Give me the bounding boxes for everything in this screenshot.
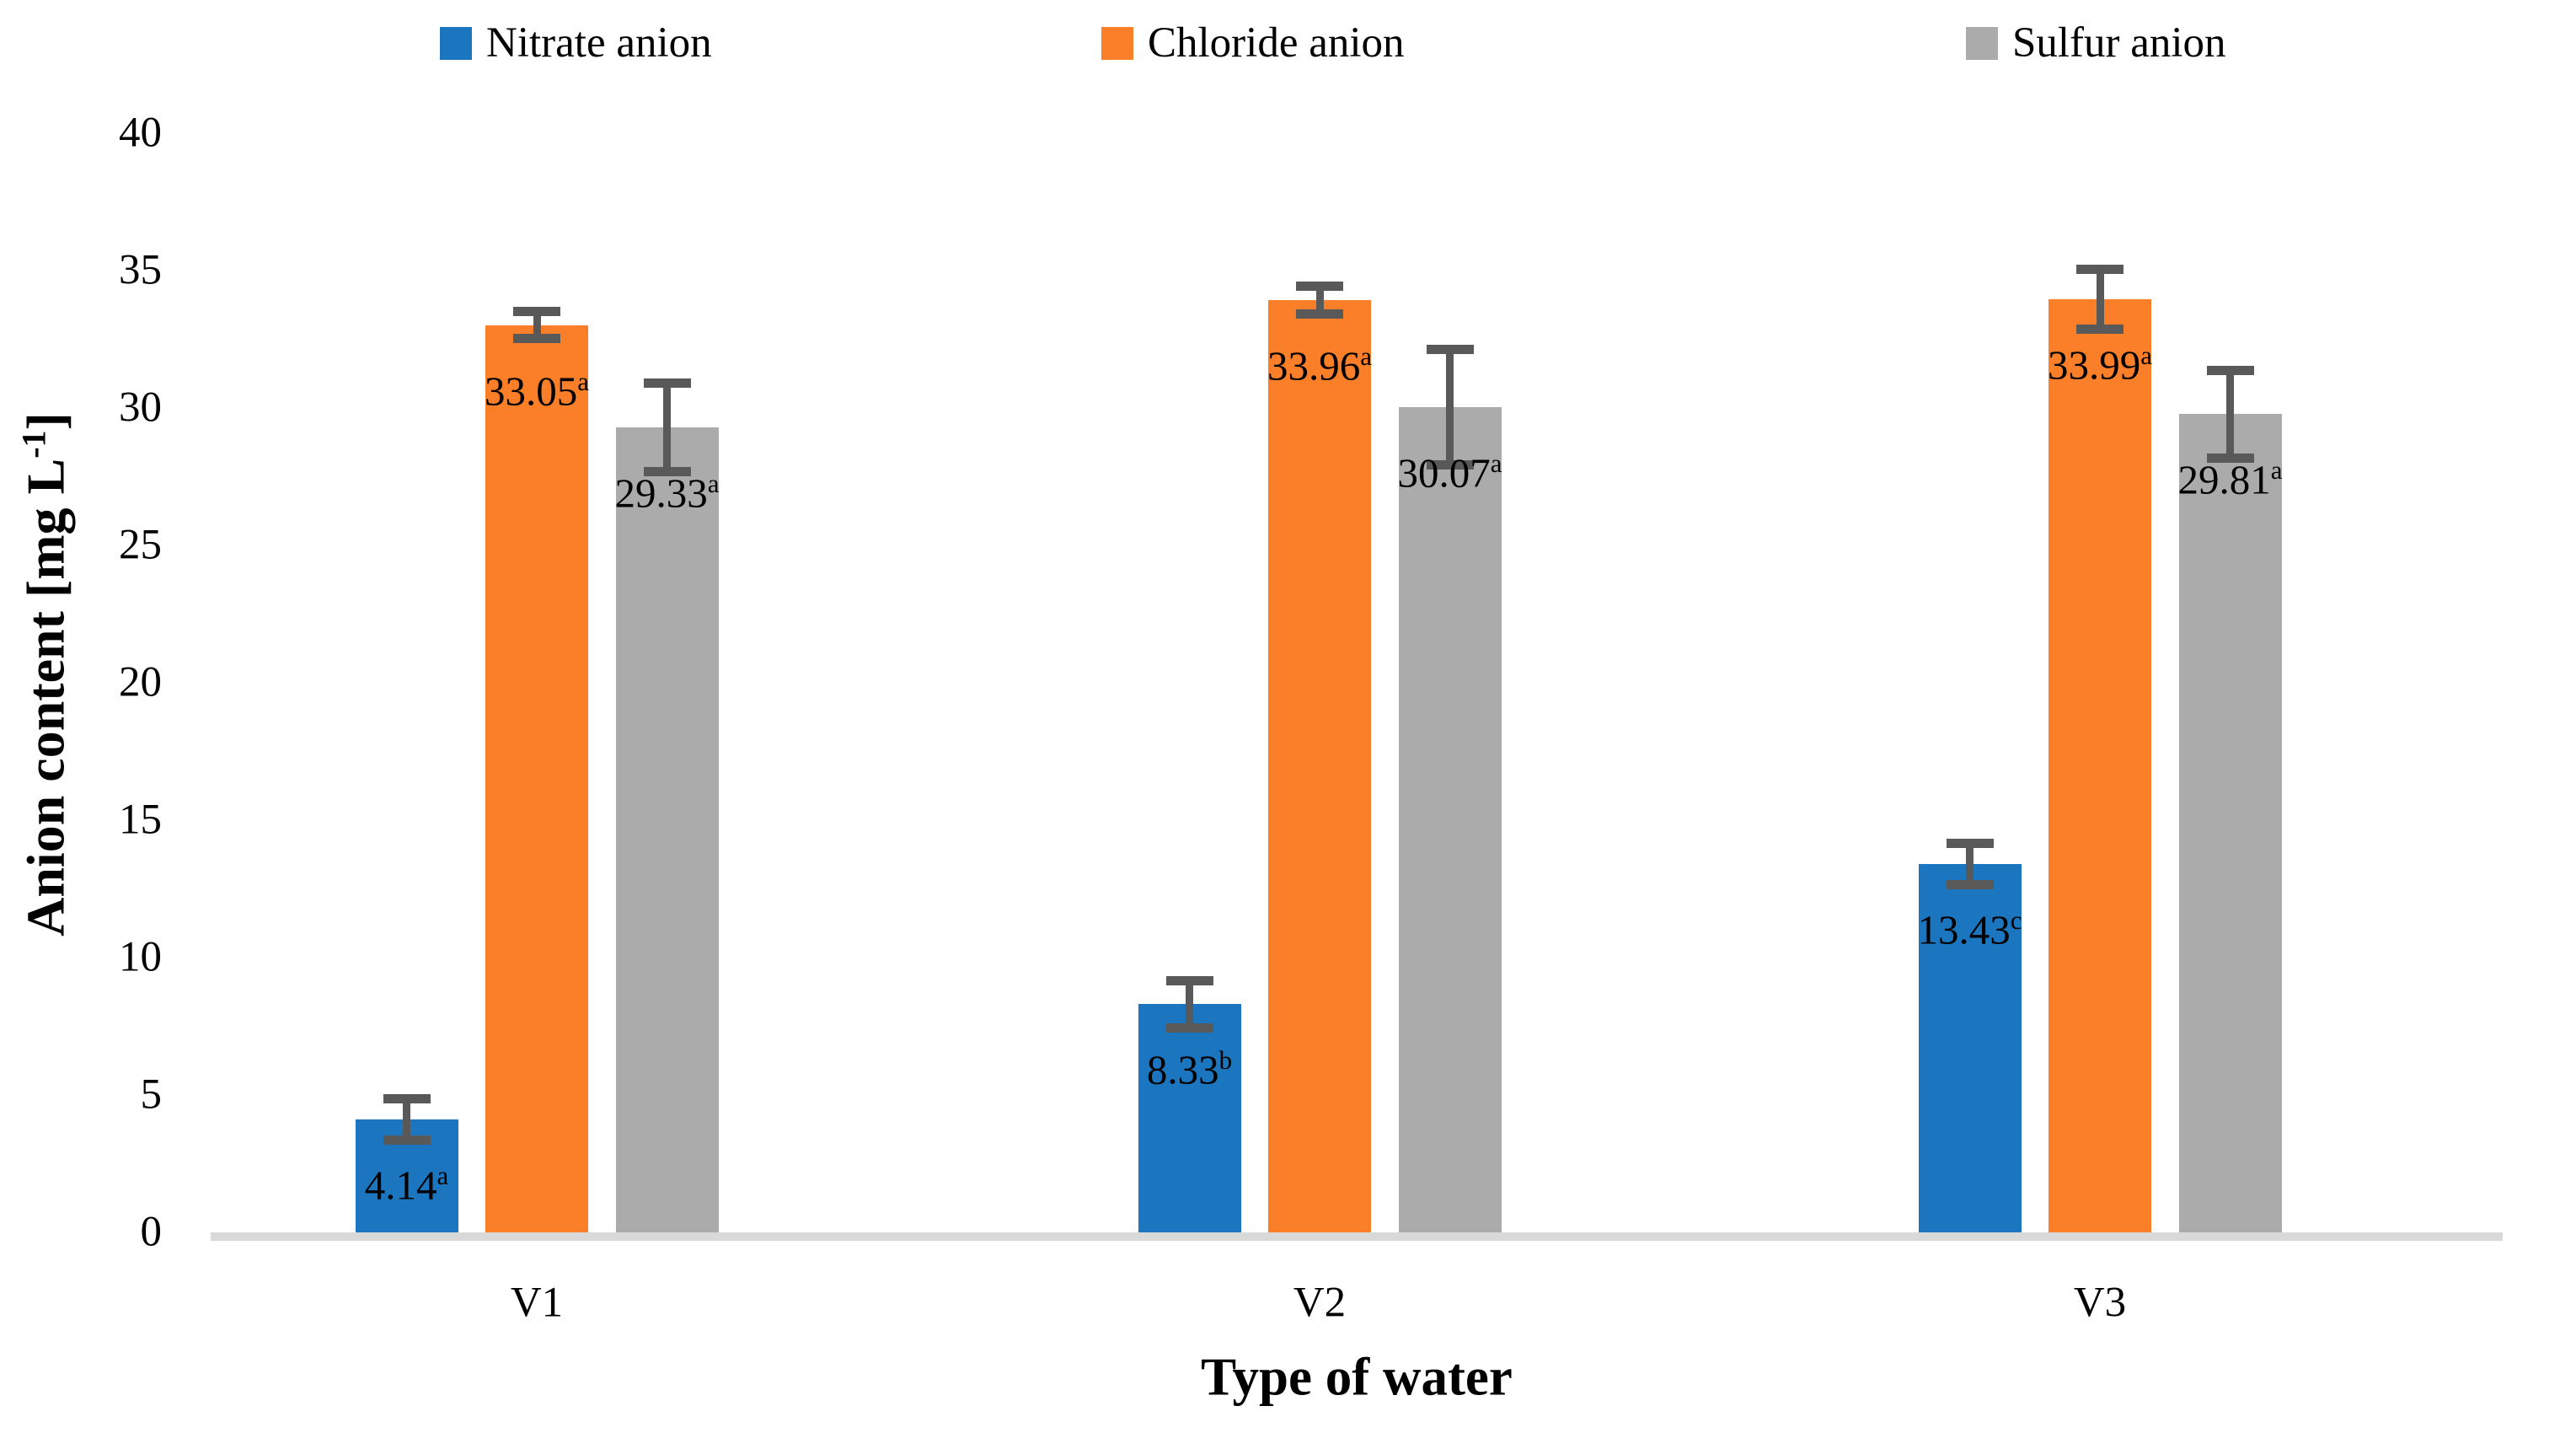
error-bar-cap-top-nitrate-v2	[1165, 976, 1213, 986]
x-tick-label-v1: V1	[510, 1279, 564, 1327]
bar-chloride-v2	[1268, 299, 1371, 1233]
legend-label-nitrate: Nitrate anion	[486, 19, 712, 67]
y-tick-label-5: 5	[140, 1071, 163, 1119]
significance-letter: a	[1490, 448, 1502, 478]
error-bar-stem-sulfur-v1	[663, 383, 671, 471]
error-bar-cap-bottom-chloride-v3	[2076, 325, 2123, 335]
significance-letter: a	[2140, 341, 2153, 371]
y-tick-label-10: 10	[119, 933, 162, 981]
error-bar-cap-bottom-nitrate-v2	[1165, 1022, 1213, 1033]
y-axis-title-superscript: -1	[14, 430, 53, 459]
bar-sulfur-v2	[1398, 406, 1502, 1233]
significance-letter: a	[577, 366, 590, 396]
significance-letter: a	[436, 1161, 449, 1191]
y-tick-label-20: 20	[119, 658, 162, 706]
error-bar-cap-bottom-nitrate-v3	[1946, 880, 1994, 890]
error-bar-stem-nitrate-v2	[1186, 980, 1193, 1028]
chloride-swatch-icon	[1101, 27, 1133, 60]
value-number: 8.33	[1146, 1046, 1219, 1093]
error-bar-stem-nitrate-v1	[403, 1098, 410, 1140]
nitrate-swatch-icon	[440, 27, 472, 60]
y-tick-label-30: 30	[119, 384, 162, 432]
legend-label-chloride: Chloride anion	[1148, 19, 1405, 67]
bar-nitrate-v3	[1918, 864, 2022, 1233]
error-bar-cap-top-chloride-v2	[1296, 282, 1343, 292]
error-bar-stem-nitrate-v3	[1966, 843, 1974, 885]
bar-sulfur-v3	[2178, 414, 2282, 1233]
error-bar-cap-bottom-sulfur-v3	[2206, 453, 2254, 463]
value-label-sulfur-v1: 29.33a	[614, 469, 720, 517]
value-number: 30.07	[1397, 449, 1491, 496]
error-bar-cap-bottom-chloride-v1	[513, 334, 560, 344]
value-label-sulfur-v3: 29.81a	[2177, 456, 2282, 503]
legend-label-sulfur: Sulfur anion	[2012, 19, 2226, 67]
value-label-nitrate-v2: 8.33b	[1146, 1045, 1233, 1093]
value-number: 33.96	[1267, 342, 1361, 389]
y-tick-label-40: 40	[119, 109, 162, 157]
bar-sulfur-v1	[615, 427, 719, 1233]
value-label-chloride-v2: 33.96a	[1267, 342, 1372, 389]
significance-letter: a	[2270, 455, 2283, 486]
x-tick-label-v3: V3	[2073, 1279, 2127, 1327]
significance-letter: a	[707, 469, 720, 498]
error-bar-stem-chloride-v1	[533, 311, 541, 339]
error-bar-cap-top-chloride-v1	[513, 306, 560, 316]
error-bar-cap-top-nitrate-v3	[1946, 839, 1994, 849]
error-bar-cap-bottom-sulfur-v2	[1426, 459, 1474, 470]
value-label-chloride-v3: 33.99a	[2047, 341, 2153, 389]
y-tick-label-35: 35	[119, 246, 162, 294]
legend-item-sulfur: Sulfur anion	[1966, 22, 2226, 65]
value-number: 29.81	[2177, 456, 2271, 503]
x-tick-label-v2: V2	[1293, 1279, 1347, 1327]
error-bar-cap-top-sulfur-v2	[1426, 344, 1474, 354]
significance-letter: a	[1360, 341, 1373, 372]
error-bar-stem-sulfur-v2	[1446, 349, 1454, 465]
value-number: 33.05	[484, 368, 578, 415]
error-bar-cap-bottom-sulfur-v1	[643, 466, 691, 476]
significance-letter: b	[1218, 1045, 1233, 1076]
error-bar-stem-chloride-v3	[2096, 269, 2104, 330]
value-number: 33.99	[2047, 341, 2141, 389]
x-axis-line	[211, 1232, 2503, 1241]
error-bar-cap-bottom-nitrate-v1	[383, 1135, 431, 1145]
y-tick-label-0: 0	[140, 1208, 163, 1256]
value-number: 4.14	[364, 1162, 437, 1209]
value-label-nitrate-v1: 4.14a	[364, 1162, 449, 1209]
error-bar-cap-top-sulfur-v1	[643, 378, 691, 389]
legend-item-nitrate: Nitrate anion	[440, 22, 712, 65]
value-label-sulfur-v2: 30.07a	[1397, 449, 1502, 496]
legend-item-chloride: Chloride anion	[1101, 22, 1405, 65]
error-bar-cap-top-nitrate-v1	[383, 1094, 431, 1104]
y-tick-label-25: 25	[119, 521, 162, 569]
bar-nitrate-v2	[1138, 1004, 1241, 1233]
value-label-nitrate-v3: 13.43c	[1917, 906, 2022, 953]
error-bar-stem-sulfur-v3	[2226, 370, 2234, 459]
error-bar-cap-bottom-chloride-v2	[1296, 309, 1343, 319]
significance-letter: c	[2010, 905, 2022, 936]
x-axis-title: Type of water	[1201, 1347, 1513, 1407]
value-number: 29.33	[614, 470, 708, 517]
error-bar-cap-top-chloride-v3	[2076, 264, 2123, 274]
error-bar-stem-chloride-v2	[1315, 286, 1324, 314]
bar-chloride-v3	[2048, 298, 2151, 1233]
error-bar-cap-top-sulfur-v3	[2206, 365, 2254, 375]
sulfur-swatch-icon	[1966, 27, 1998, 60]
value-number: 13.43	[1917, 906, 2011, 953]
value-label-chloride-v1: 33.05a	[484, 366, 590, 415]
y-tick-label-15: 15	[119, 796, 162, 844]
bar-chloride-v1	[485, 325, 588, 1233]
